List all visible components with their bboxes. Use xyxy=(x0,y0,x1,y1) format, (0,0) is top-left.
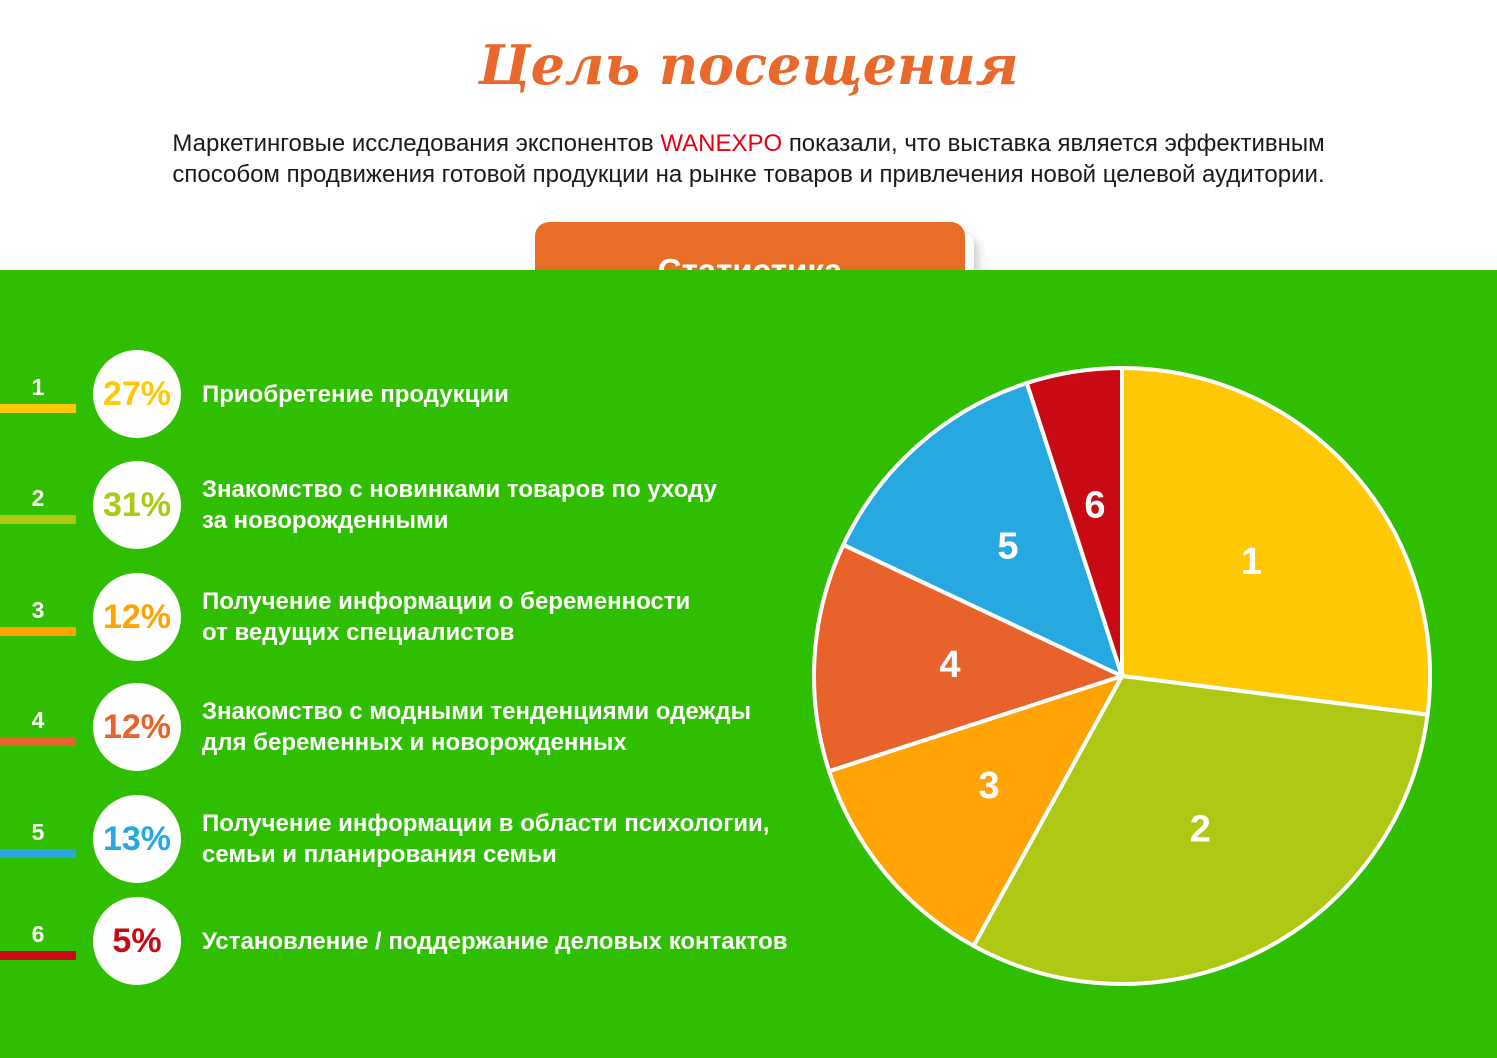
legend-color-bar xyxy=(0,950,76,960)
page-title: Цель посещения xyxy=(478,33,1019,97)
pie-slice-2 xyxy=(971,674,1430,986)
legend-color-bar xyxy=(0,514,76,524)
legend-percent: 27% xyxy=(102,375,172,413)
legend-percent: 31% xyxy=(102,486,172,524)
legend-label: Приобретение продукции xyxy=(202,380,509,408)
legend-number: 6 xyxy=(31,920,45,947)
legend-index-1: 1 xyxy=(0,373,76,413)
legend-label: Знакомство с модными тенденциями одежды … xyxy=(202,698,752,756)
legend-index-3: 3 xyxy=(0,596,76,636)
legend-percent-circle: 31% xyxy=(93,461,181,549)
legend-number: 2 xyxy=(31,484,45,511)
legend-row-5: 5 13% Получение информации в области пси… xyxy=(0,784,769,894)
brand-name: WANEXPO xyxy=(660,130,783,157)
legend-color-bar xyxy=(0,403,76,413)
pie-chart: 1 2 3 4 5 6 xyxy=(802,356,1442,996)
legend-color-bar xyxy=(0,626,76,636)
intro-text: Маркетинговые исследования экспонентов W… xyxy=(0,128,1497,190)
legend-color-bar xyxy=(0,736,76,746)
pie-chart-svg: 1 2 3 4 5 6 xyxy=(812,366,1432,986)
pie-slice-label-1: 1 xyxy=(1241,541,1262,583)
legend-index-6: 6 xyxy=(0,920,76,960)
legend-label: Получение информации в области психологи… xyxy=(202,810,770,868)
intro-line1-post: показали, что выставка является эффектив… xyxy=(788,130,1325,157)
pie-slice-label-4: 4 xyxy=(939,644,960,686)
legend-row-2: 2 31% Знакомство с новинками товаров по … xyxy=(0,450,717,560)
legend-label: Знакомство с новинками товаров по уходу … xyxy=(202,476,717,534)
legend-percent: 13% xyxy=(102,820,172,858)
legend-index-5: 5 xyxy=(0,818,76,858)
legend-index-2: 2 xyxy=(0,484,76,524)
legend-percent-circle: 27% xyxy=(93,350,181,438)
legend-row-4: 4 12% Знакомство с модными тенденциями о… xyxy=(0,672,751,782)
legend-row-1: 1 27% Приобретение продукции xyxy=(0,339,509,449)
legend-percent: 12% xyxy=(102,598,172,636)
legend-number: 1 xyxy=(31,373,45,400)
statistics-panel: 1 27% Приобретение продукции 2 31% Знако… xyxy=(0,270,1497,1058)
legend-percent-circle: 12% xyxy=(93,683,181,771)
pie-slice-label-2: 2 xyxy=(1190,809,1211,851)
legend-number: 5 xyxy=(31,818,45,845)
legend-number: 4 xyxy=(31,706,45,733)
legend-row-6: 6 5% Установление / поддержание деловых … xyxy=(0,886,788,996)
pie-slice-label-5: 5 xyxy=(997,526,1018,568)
intro-line2: способом продвижения готовой продукции н… xyxy=(172,161,1325,188)
legend-percent-circle: 12% xyxy=(93,573,181,661)
pie-slice-4 xyxy=(812,542,1124,774)
pie-slice-6 xyxy=(1024,366,1124,678)
legend-index-4: 4 xyxy=(0,706,76,746)
legend-color-bar xyxy=(0,848,76,858)
intro-line1-pre: Маркетинговые исследования экспонентов xyxy=(172,130,654,157)
legend-percent: 12% xyxy=(102,708,172,746)
legend-row-3: 3 12% Получение информации о беременност… xyxy=(0,562,690,672)
pie-slice-3 xyxy=(827,674,1124,948)
legend-number: 3 xyxy=(31,596,45,623)
legend-percent-circle: 13% xyxy=(93,795,181,883)
legend-label: Установление / поддержание деловых конта… xyxy=(202,927,788,955)
legend-percent-circle: 5% xyxy=(93,897,181,985)
legend-percent: 5% xyxy=(112,922,162,960)
pie-slice-1 xyxy=(1120,366,1432,717)
pie-slice-label-3: 3 xyxy=(979,765,1000,807)
pie-slice-label-6: 6 xyxy=(1084,485,1105,527)
legend-label: Получение информации о беременности от в… xyxy=(202,588,691,646)
pie-slice-5 xyxy=(841,381,1124,678)
